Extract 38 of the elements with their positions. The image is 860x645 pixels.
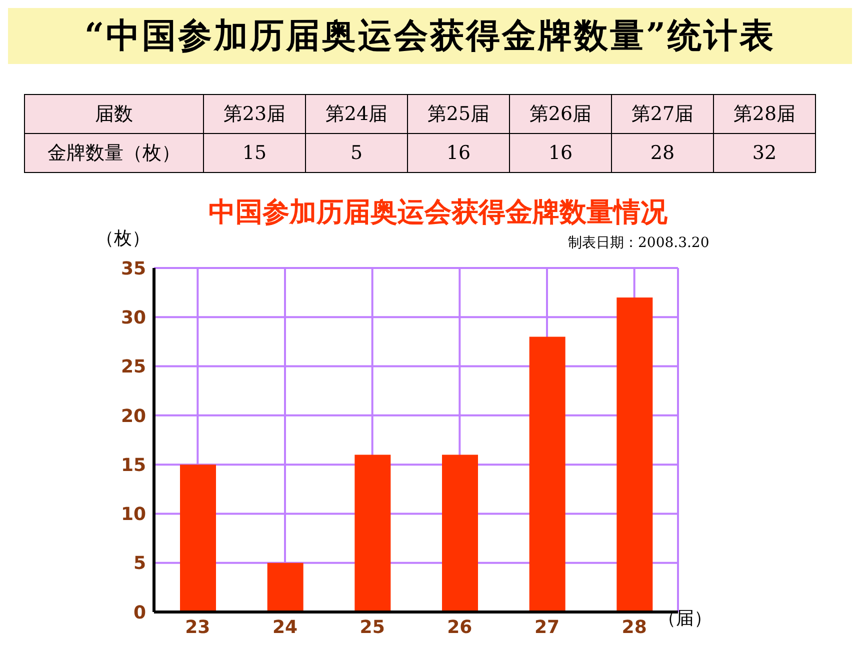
text: 5: [306, 134, 408, 172]
x-tick-label: 25: [360, 616, 385, 638]
x-tick-label: 24: [272, 616, 298, 638]
bar: [529, 336, 566, 612]
text: 第24届: [306, 94, 408, 134]
chart-title: 中国参加历届奥运会获得金牌数量情况: [208, 197, 668, 228]
text: 届数: [24, 94, 204, 134]
text: 16: [510, 134, 612, 172]
bar: [267, 562, 304, 612]
text: 32: [714, 134, 816, 172]
y-tick-label: 35: [120, 258, 146, 280]
text: 28: [612, 134, 714, 172]
text: 第26届: [510, 94, 612, 134]
y-tick-label: 30: [120, 308, 146, 329]
text: 第27届: [612, 94, 714, 134]
y-tick-label: 25: [120, 356, 146, 378]
text: 第28届: [714, 94, 816, 134]
text: “中国参加历届奥运会获得金牌数量”统计表: [8, 8, 852, 64]
bar: [354, 454, 391, 612]
bar: [616, 297, 653, 612]
y-axis-title: （枚）: [96, 227, 150, 250]
x-tick-label: 27: [534, 616, 560, 638]
y-tick-label: 20: [120, 406, 146, 427]
text: 第23届: [204, 94, 306, 134]
text: 15: [204, 134, 306, 172]
text: 第25届: [408, 94, 510, 134]
bar: [180, 464, 216, 612]
bar: [442, 454, 478, 612]
y-tick-label: 5: [133, 553, 146, 574]
x-tick-label: 23: [185, 616, 210, 638]
text: 16: [408, 134, 510, 172]
y-tick-label: 15: [120, 454, 146, 476]
x-tick-label: 26: [447, 616, 472, 638]
text: 制表日期：2008.3.20: [568, 234, 710, 252]
y-tick-label: 0: [133, 602, 146, 624]
text: 金牌数量（枚）: [24, 134, 204, 172]
x-tick-label: 28: [622, 616, 647, 638]
y-tick-label: 10: [120, 504, 146, 526]
